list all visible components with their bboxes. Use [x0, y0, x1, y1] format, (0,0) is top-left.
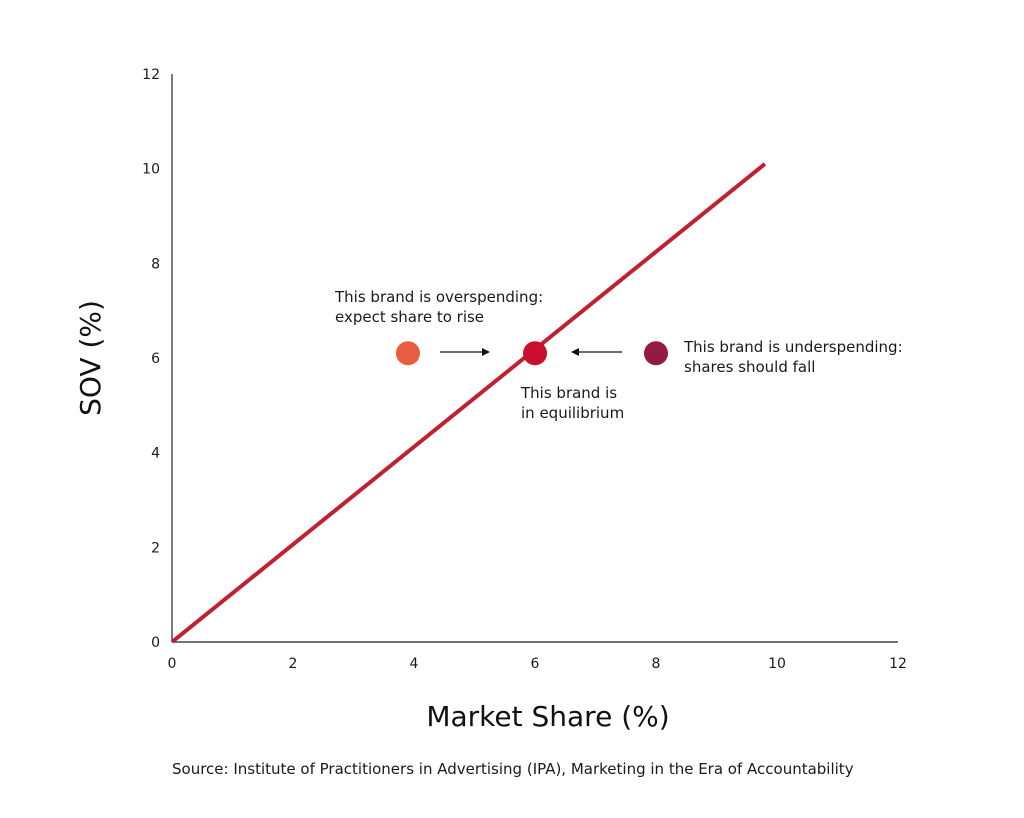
source-note: Source: Institute of Practitioners in Ad…	[172, 760, 854, 778]
arrow-left-head	[571, 348, 579, 356]
y-tick-label: 8	[151, 256, 160, 272]
equilibrium-label-line1: This brand is	[520, 384, 617, 402]
overspending-label-line2: expect share to rise	[335, 308, 484, 326]
x-axis-title: Market Share (%)	[426, 700, 669, 733]
y-tick-label: 4	[151, 446, 160, 462]
underspending-label-line2: shares should fall	[684, 358, 815, 376]
arrow-right-head	[482, 348, 490, 356]
x-tick-label: 10	[768, 656, 786, 672]
x-tick-label: 8	[652, 656, 661, 672]
x-tick-label: 2	[289, 656, 298, 672]
equilibrium-label-line2: in equilibrium	[521, 404, 624, 422]
underspending-point	[644, 341, 668, 366]
axes	[171, 74, 898, 643]
y-tick-label: 10	[142, 162, 160, 178]
y-tick-label: 2	[151, 540, 160, 556]
y-tick-label: 0	[151, 635, 160, 651]
equilibrium-point	[523, 341, 547, 366]
y-tick-label: 12	[142, 67, 160, 83]
y-tick-labels: 0 2 4 6 8 10 12	[142, 67, 160, 651]
equilibrium-line	[170, 162, 767, 644]
x-tick-label: 12	[889, 656, 907, 672]
overspending-label-line1: This brand is overspending:	[334, 288, 543, 306]
overspending-label: This brand is overspending: expect share…	[334, 288, 548, 326]
y-axis-title: SOV (%)	[74, 300, 107, 416]
arrows	[440, 348, 622, 356]
x-tick-label: 6	[531, 656, 540, 672]
underspending-label: This brand is underspending: shares shou…	[683, 338, 907, 376]
underspending-label-line1: This brand is underspending:	[683, 338, 903, 356]
x-tick-label: 0	[168, 656, 177, 672]
x-tick-label: 4	[410, 656, 419, 672]
overspending-point	[395, 341, 420, 366]
annotations: This brand is overspending: expect share…	[334, 288, 907, 422]
x-tick-labels: 0 2 4 6 8 10 12	[168, 656, 907, 672]
equilibrium-label: This brand is in equilibrium	[520, 384, 624, 422]
y-tick-label: 6	[151, 351, 160, 367]
chart-marks	[170, 162, 767, 644]
